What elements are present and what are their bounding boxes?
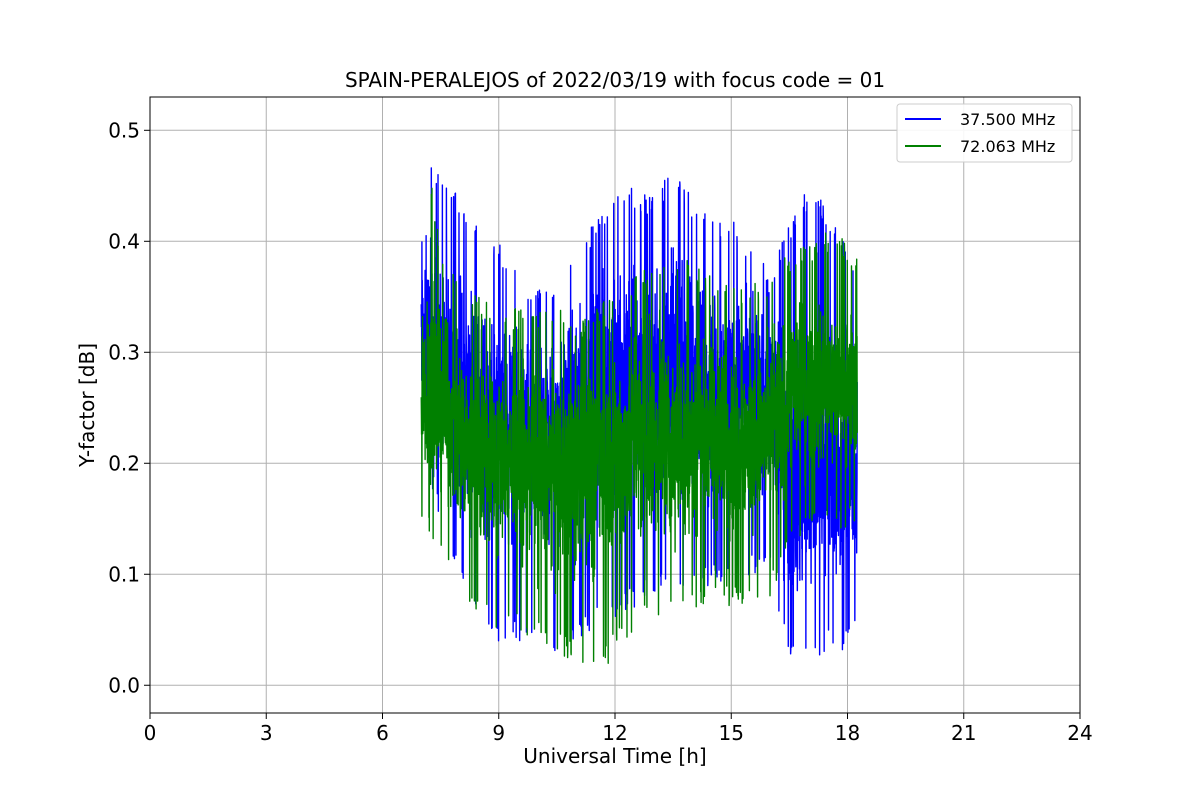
y-tick-label: 0.2 [108,451,140,475]
x-tick-label: 24 [1067,721,1092,745]
series-line-1 [420,187,858,664]
x-tick-label: 3 [260,721,273,745]
y-axis: 0.0 0.1 0.2 0.3 0.4 0.5 [108,118,150,697]
x-tick-label: 0 [144,721,157,745]
y-tick-label: 0.4 [108,229,140,253]
x-axis: 0 3 6 9 12 15 18 21 24 [144,713,1093,745]
legend-entry-0: 37.500 MHz [960,110,1055,129]
y-axis-label: Y-factor [dB] [75,343,99,468]
x-axis-label: Universal Time [h] [523,744,706,768]
y-tick-label: 0.5 [108,118,140,142]
x-tick-label: 6 [376,721,389,745]
y-tick-label: 0.1 [108,562,140,586]
legend-entry-1: 72.063 MHz [960,137,1055,156]
y-tick-label: 0.0 [108,673,140,697]
x-tick-label: 12 [602,721,627,745]
x-tick-label: 9 [492,721,505,745]
chart-title: SPAIN-PERALEJOS of 2022/03/19 with focus… [345,68,885,92]
plot-area [420,167,858,664]
legend: 37.500 MHz 72.063 MHz [896,103,1073,163]
x-tick-label: 18 [835,721,860,745]
y-tick-label: 0.3 [108,340,140,364]
x-tick-label: 15 [719,721,744,745]
x-tick-label: 21 [951,721,976,745]
